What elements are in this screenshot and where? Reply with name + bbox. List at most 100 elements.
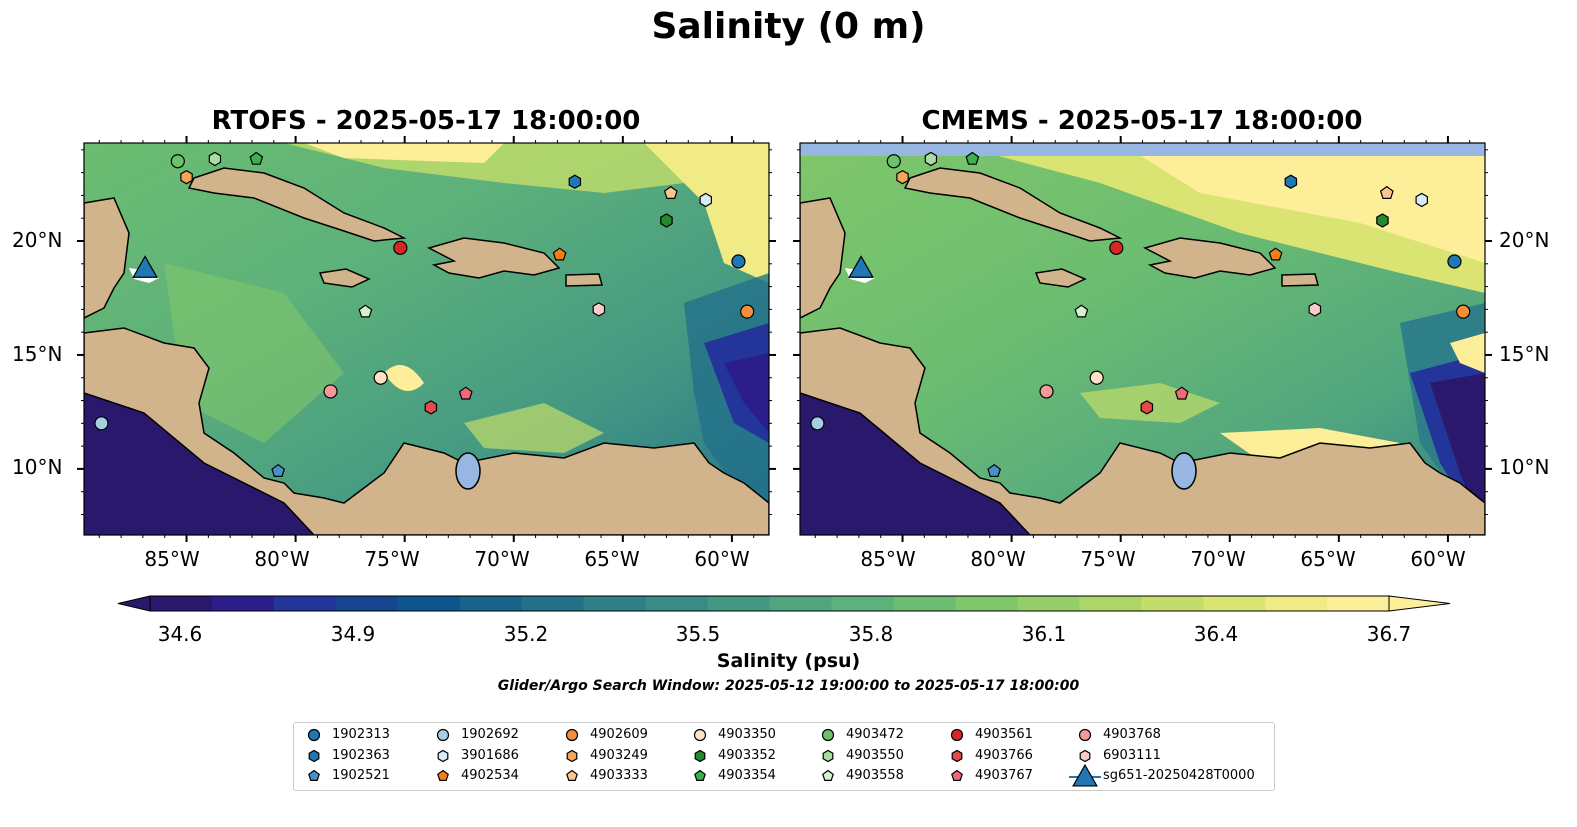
legend-label: 4903472 <box>846 727 904 742</box>
lon-tick-left-70: 70°W <box>474 547 530 571</box>
float-marker-4903472 <box>886 154 901 169</box>
legend-marker-pentagon-icon <box>308 769 320 781</box>
float-marker-4903352 <box>660 213 673 228</box>
float-marker-6903111 <box>1308 302 1322 317</box>
legend-label: 3901686 <box>461 747 519 763</box>
lon-tick-right-60: 60°W <box>1410 547 1466 571</box>
colorbar-gradient <box>117 595 1451 612</box>
legend-label: sg651-20250428T0000 <box>1103 768 1255 783</box>
float-marker-4902534 <box>552 247 567 261</box>
legend-label: 1902313 <box>332 727 390 742</box>
colorbar-extend-high <box>1388 595 1451 612</box>
legend-label: 4902534 <box>461 768 519 783</box>
land-yucatan <box>800 197 846 319</box>
legend-label: 1902363 <box>332 747 390 763</box>
float-marker-4903767 <box>458 386 473 400</box>
legend-marker-hexagon-icon <box>566 749 578 762</box>
legend-marker-pentagon-icon <box>822 769 834 781</box>
float-marker-4903333 <box>663 185 678 200</box>
map-cmems <box>793 136 1492 542</box>
panel-title-cmems: CMEMS - 2025-05-17 18:00:00 <box>921 106 1363 136</box>
legend: 1902313 1902363 1902521 1902692 3901686 49025… <box>293 722 1275 791</box>
float-marker-4902534 <box>1268 247 1283 261</box>
colorbar-extend-low <box>117 595 151 612</box>
float-marker-4903767 <box>1174 386 1189 400</box>
legend-marker-pentagon-icon <box>951 769 963 781</box>
colorbar-tick: 34.9 <box>330 622 376 646</box>
float-marker-1902313 <box>1447 254 1462 269</box>
colorbar-segment <box>521 596 585 611</box>
lon-tick-left-65: 65°W <box>584 547 640 571</box>
float-marker-4903472 <box>170 154 185 169</box>
float-marker-3901686 <box>699 192 713 208</box>
legend-label: 4903249 <box>590 747 648 763</box>
lon-tick-left-60: 60°W <box>694 547 750 571</box>
float-marker-4903550 <box>924 151 938 167</box>
float-marker-4903558 <box>1074 304 1089 318</box>
float-marker-1902521 <box>271 463 286 477</box>
colorbar-tick: 35.8 <box>848 622 894 646</box>
float-marker-4902609 <box>740 304 755 319</box>
colorbar-segment <box>397 596 461 611</box>
legend-marker-circle-icon <box>307 728 321 742</box>
lon-tick-right-80: 80°W <box>970 547 1026 571</box>
lon-tick-left-75: 75°W <box>364 547 420 571</box>
float-marker-4903768 <box>323 384 338 399</box>
land-hispaniola <box>1142 237 1277 279</box>
land-hispaniola <box>426 237 561 279</box>
lake-maracaibo <box>1171 452 1197 490</box>
legend-label: 4903767 <box>975 768 1033 783</box>
lat-tick-left-15: 15°N <box>12 342 63 366</box>
pacific-ocean <box>84 393 314 535</box>
map-rtofs <box>77 136 776 542</box>
legend-marker-pentagon-icon <box>566 769 578 781</box>
float-marker-4903249 <box>180 170 193 185</box>
colorbar-segment <box>211 596 275 611</box>
float-marker-4903558 <box>358 304 373 318</box>
land-jamaica <box>1034 268 1087 288</box>
float-marker-4903350 <box>373 370 388 385</box>
float-marker-4903350 <box>1089 370 1104 385</box>
float-marker-4903354 <box>965 151 980 165</box>
legend-label: 1902692 <box>461 727 519 742</box>
float-marker-1902521 <box>987 463 1002 477</box>
colorbar-segment <box>1017 596 1080 611</box>
colorbar-segment <box>1327 596 1390 611</box>
colorbar-segment <box>1203 596 1266 611</box>
land-cuba <box>903 167 1123 242</box>
lon-tick-right-65: 65°W <box>1300 547 1356 571</box>
colorbar-tick: 35.5 <box>675 622 721 646</box>
float-marker-1902363 <box>568 174 582 189</box>
float-marker-4903561 <box>393 240 408 255</box>
float-marker-4903249 <box>896 170 909 185</box>
legend-marker-hexagon-icon <box>437 749 449 762</box>
land-puerto-rico <box>1281 273 1319 287</box>
lat-tick-left-20: 20°N <box>12 228 63 252</box>
colorbar-segment <box>1141 596 1204 611</box>
land-jamaica <box>318 268 371 288</box>
legend-marker-pentagon-icon <box>694 769 706 781</box>
legend-label: 4903561 <box>975 727 1033 742</box>
float-marker-1902692 <box>94 416 109 431</box>
float-marker-1902313 <box>731 254 746 269</box>
lon-tick-right-85: 85°W <box>860 547 916 571</box>
legend-label: 4902609 <box>590 727 648 742</box>
float-marker-4903561 <box>1109 240 1124 255</box>
lat-tick-right-15: 15°N <box>1499 342 1550 366</box>
land-yucatan <box>84 197 130 319</box>
no-data-strip <box>800 143 1485 156</box>
legend-label: 6903111 <box>1103 747 1161 763</box>
colorbar-tick: 36.4 <box>1193 622 1239 646</box>
float-marker-4903768 <box>1039 384 1054 399</box>
colorbar-segment <box>150 596 213 611</box>
legend-marker-circle-icon <box>1078 728 1092 742</box>
legend-label: 4903354 <box>718 768 776 783</box>
colorbar-segment <box>335 596 399 611</box>
land-puerto-rico <box>565 273 603 287</box>
colorbar-segment <box>1265 596 1328 611</box>
float-marker-4902609 <box>1456 304 1471 319</box>
lon-tick-right-75: 75°W <box>1080 547 1136 571</box>
colorbar-tick: 36.7 <box>1366 622 1412 646</box>
legend-marker-circle-icon <box>565 728 579 742</box>
colorbar-segment <box>831 596 895 611</box>
